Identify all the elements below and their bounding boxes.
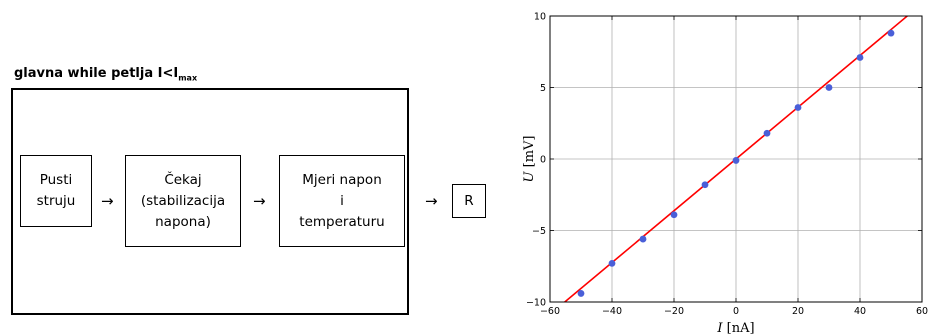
data-point	[825, 84, 833, 91]
loop-title: glavna while petlja I<Imax	[14, 66, 198, 83]
box-text-line: Mjeri napon	[302, 171, 382, 188]
x-tick-label: 0	[733, 306, 739, 317]
box-text-line: Čekaj	[164, 171, 202, 188]
y-tick-label: −10	[526, 298, 546, 309]
data-point	[670, 211, 678, 219]
step-wait-stabilization: Čekaj (stabilizacija napona)	[125, 155, 241, 247]
data-point	[763, 129, 771, 137]
x-tick-label: 40	[854, 306, 866, 317]
data-point	[577, 290, 585, 297]
data-point	[732, 157, 740, 164]
box-text-line: (stabilizacija	[140, 192, 226, 209]
box-text-line: Pusti	[39, 172, 73, 188]
x-tick-label: 20	[792, 306, 804, 317]
data-point	[887, 29, 895, 37]
x-tick-label: 60	[916, 306, 928, 317]
x-axis-label: I [nA]	[716, 321, 754, 335]
data-point	[608, 259, 616, 267]
step-measure-voltage-temperature: Mjeri napon i temperaturu	[279, 155, 405, 247]
data-point	[794, 104, 802, 111]
data-point	[701, 181, 709, 189]
y-tick-label: 0	[540, 155, 546, 166]
box-text-line: i	[340, 192, 344, 209]
y-tick-label: −5	[532, 226, 546, 237]
data-point	[856, 54, 864, 61]
arrow-icon: →	[253, 192, 266, 210]
box-text-line: struju	[36, 193, 76, 209]
x-tick-label: −20	[664, 306, 684, 317]
x-tick-label: −60	[540, 306, 560, 317]
data-point	[639, 235, 647, 243]
step-start-current: Pusti struju	[20, 155, 92, 227]
y-tick-label: 10	[534, 12, 546, 23]
step-result-r: R	[452, 184, 486, 218]
arrow-icon: →	[425, 192, 438, 210]
loop-frame	[11, 88, 409, 315]
box-text-line: napona)	[155, 213, 211, 230]
iv-scatter-chart: −60 −40 −20 0 20 40 60 −10 −5 0 5 10 I [nA] U [mV]	[520, 0, 934, 335]
box-text-line: R	[464, 192, 474, 209]
x-tick-label: −40	[602, 306, 622, 317]
y-axis-label: U [mV]	[522, 136, 537, 183]
arrow-icon: →	[101, 192, 114, 210]
y-tick-label: 5	[540, 83, 546, 94]
block-diagram: glavna while petlja I<Imax Pusti struju →…	[11, 66, 486, 315]
box-text-line: temperaturu	[299, 213, 385, 230]
